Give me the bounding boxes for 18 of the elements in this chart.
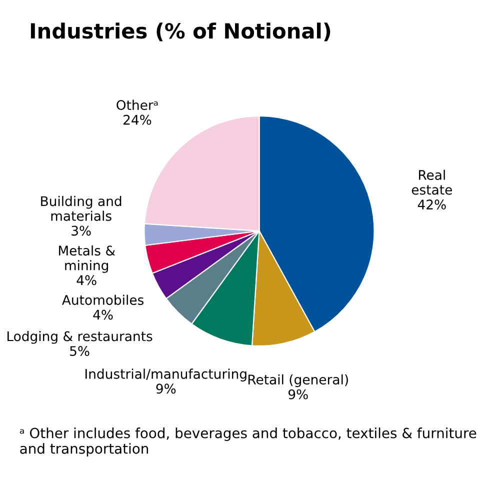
slice-label: Retail (general) — [248, 374, 348, 388]
chart-title: Industries (% of Notional) — [30, 22, 330, 42]
data-label: 4% — [93, 310, 113, 320]
data-label: 24% — [124, 114, 152, 125]
slice-label: Industrial/manufacturing — [86, 368, 246, 382]
slice-label: Otherᵃ — [116, 100, 158, 110]
data-label: 9% — [288, 389, 308, 400]
slice-label: Lodging & restaurants — [8, 331, 152, 344]
slice-label: Real estate — [412, 170, 452, 195]
data-label: 3% — [72, 226, 91, 236]
data-label: 4% — [76, 275, 96, 286]
slice-label: Automobiles — [62, 294, 144, 305]
slice-label: Building and materials — [41, 196, 122, 221]
slice-label: Metals & mining — [58, 245, 116, 273]
data-label: 9% — [156, 384, 176, 394]
text: ᵃ Other includes food, beverages and tobacco, textiles & furniture and transportation — [20, 428, 476, 457]
data-label: 5% — [70, 346, 90, 356]
data-label: 42% — [418, 200, 446, 210]
